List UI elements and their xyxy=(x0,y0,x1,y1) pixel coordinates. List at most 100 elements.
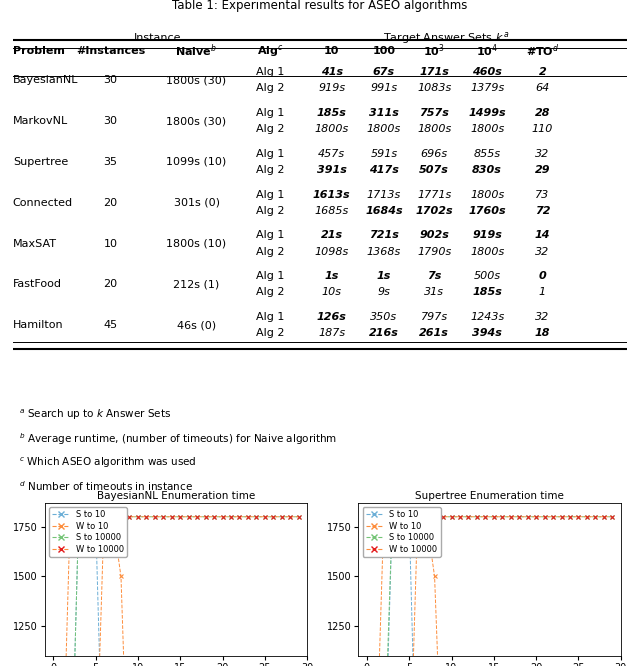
Text: 460s: 460s xyxy=(472,67,502,77)
Text: 696s: 696s xyxy=(420,149,448,159)
Text: 1083s: 1083s xyxy=(417,83,451,93)
Text: 2: 2 xyxy=(538,67,547,77)
Text: 1800s (30): 1800s (30) xyxy=(166,75,227,85)
Text: 29: 29 xyxy=(534,165,550,175)
Text: 73: 73 xyxy=(535,190,550,200)
Text: 41s: 41s xyxy=(321,67,343,77)
Text: 391s: 391s xyxy=(317,165,347,175)
Text: 991s: 991s xyxy=(371,83,397,93)
Text: 45: 45 xyxy=(104,320,118,330)
Text: 216s: 216s xyxy=(369,328,399,338)
Text: 67s: 67s xyxy=(373,67,395,77)
Text: BayesianNL: BayesianNL xyxy=(13,75,78,85)
Text: Alg 1: Alg 1 xyxy=(256,67,284,77)
Text: 500s: 500s xyxy=(474,271,500,281)
Text: 1800s: 1800s xyxy=(417,124,451,134)
Text: 1: 1 xyxy=(539,287,546,297)
Text: 1685s: 1685s xyxy=(314,206,349,216)
Text: 1800s: 1800s xyxy=(470,124,504,134)
Text: 187s: 187s xyxy=(318,328,345,338)
Text: 1800s: 1800s xyxy=(470,246,504,256)
Text: 1790s: 1790s xyxy=(417,246,451,256)
Title: Supertree Enumeration time: Supertree Enumeration time xyxy=(415,491,564,501)
Text: 31s: 31s xyxy=(424,287,444,297)
Text: 757s: 757s xyxy=(419,108,449,118)
Text: 28: 28 xyxy=(534,108,550,118)
Text: 7s: 7s xyxy=(427,271,442,281)
Legend: S to 10, W to 10, S to 10000, W to 10000: S to 10, W to 10, S to 10000, W to 10000 xyxy=(363,507,441,557)
Text: 10$^{3}$: 10$^{3}$ xyxy=(424,43,445,59)
Text: 18: 18 xyxy=(534,328,550,338)
Text: Problem: Problem xyxy=(13,46,65,56)
Text: 46s (0): 46s (0) xyxy=(177,320,216,330)
Text: 350s: 350s xyxy=(371,312,397,322)
Text: #TO$^{d}$: #TO$^{d}$ xyxy=(525,43,559,59)
Text: 9s: 9s xyxy=(378,287,390,297)
Text: 417s: 417s xyxy=(369,165,399,175)
Text: 72: 72 xyxy=(534,206,550,216)
Text: 1800s: 1800s xyxy=(367,124,401,134)
Text: 32: 32 xyxy=(535,312,550,322)
Text: 1684s: 1684s xyxy=(365,206,403,216)
Text: Alg 2: Alg 2 xyxy=(256,328,285,338)
Text: 1613s: 1613s xyxy=(313,190,351,200)
Text: 1800s (30): 1800s (30) xyxy=(166,116,227,126)
Text: Alg 2: Alg 2 xyxy=(256,165,285,175)
Text: 32: 32 xyxy=(535,149,550,159)
Text: 30: 30 xyxy=(104,116,118,126)
Text: Alg 1: Alg 1 xyxy=(256,312,284,322)
Text: 1713s: 1713s xyxy=(367,190,401,200)
Text: Alg 2: Alg 2 xyxy=(256,124,285,134)
Text: FastFood: FastFood xyxy=(13,279,62,289)
Text: 14: 14 xyxy=(534,230,550,240)
Text: 30: 30 xyxy=(104,75,118,85)
Text: $^{c}$ Which ASEO algorithm was used: $^{c}$ Which ASEO algorithm was used xyxy=(19,456,196,470)
Text: 35: 35 xyxy=(104,157,118,167)
Text: 171s: 171s xyxy=(419,67,449,77)
Text: 591s: 591s xyxy=(371,149,397,159)
Text: 20: 20 xyxy=(104,198,118,208)
Text: 457s: 457s xyxy=(318,149,345,159)
Text: 32: 32 xyxy=(535,246,550,256)
Text: Supertree: Supertree xyxy=(13,157,68,167)
Text: Alg$^{c}$: Alg$^{c}$ xyxy=(257,43,284,59)
Text: 20: 20 xyxy=(104,279,118,289)
Text: 721s: 721s xyxy=(369,230,399,240)
Text: 0: 0 xyxy=(538,271,547,281)
Text: 10s: 10s xyxy=(322,287,342,297)
Text: 1800s: 1800s xyxy=(314,124,349,134)
Text: 1771s: 1771s xyxy=(417,190,451,200)
Text: 301s (0): 301s (0) xyxy=(173,198,220,208)
Text: Connected: Connected xyxy=(13,198,73,208)
Text: 110: 110 xyxy=(532,124,553,134)
Text: Instance: Instance xyxy=(133,33,181,43)
Text: 1702s: 1702s xyxy=(415,206,453,216)
Text: Alg 1: Alg 1 xyxy=(256,108,284,118)
Text: #Instances: #Instances xyxy=(76,46,145,56)
Text: 1760s: 1760s xyxy=(468,206,506,216)
Text: 1s: 1s xyxy=(377,271,391,281)
Text: 1800s (10): 1800s (10) xyxy=(166,238,227,248)
Text: Alg 2: Alg 2 xyxy=(256,83,285,93)
Text: 902s: 902s xyxy=(419,230,449,240)
Text: $^{d}$ Number of timeouts in instance: $^{d}$ Number of timeouts in instance xyxy=(19,480,193,493)
Text: 1099s (10): 1099s (10) xyxy=(166,157,227,167)
Text: Naive$^{b}$: Naive$^{b}$ xyxy=(175,43,218,59)
Text: Alg 2: Alg 2 xyxy=(256,206,285,216)
Text: 212s (1): 212s (1) xyxy=(173,279,220,289)
Text: $^{a}$ Search up to $k$ Answer Sets: $^{a}$ Search up to $k$ Answer Sets xyxy=(19,408,172,422)
Text: 830s: 830s xyxy=(472,165,502,175)
Text: MarkovNL: MarkovNL xyxy=(13,116,68,126)
Text: 507s: 507s xyxy=(419,165,449,175)
Text: Table 1: Experimental results for ASEO algorithms: Table 1: Experimental results for ASEO a… xyxy=(172,0,468,12)
Text: 394s: 394s xyxy=(472,328,502,338)
Text: 855s: 855s xyxy=(474,149,500,159)
Text: 261s: 261s xyxy=(419,328,449,338)
Text: 64: 64 xyxy=(535,83,550,93)
Text: 185s: 185s xyxy=(317,108,347,118)
Text: 1800s: 1800s xyxy=(470,190,504,200)
Text: $^{b}$ Average runtime, (number of timeouts) for Naive algorithm: $^{b}$ Average runtime, (number of timeo… xyxy=(19,432,337,448)
Text: 797s: 797s xyxy=(420,312,448,322)
Text: Alg 1: Alg 1 xyxy=(256,149,284,159)
Title: BayesianNL Enumeration time: BayesianNL Enumeration time xyxy=(97,491,255,501)
